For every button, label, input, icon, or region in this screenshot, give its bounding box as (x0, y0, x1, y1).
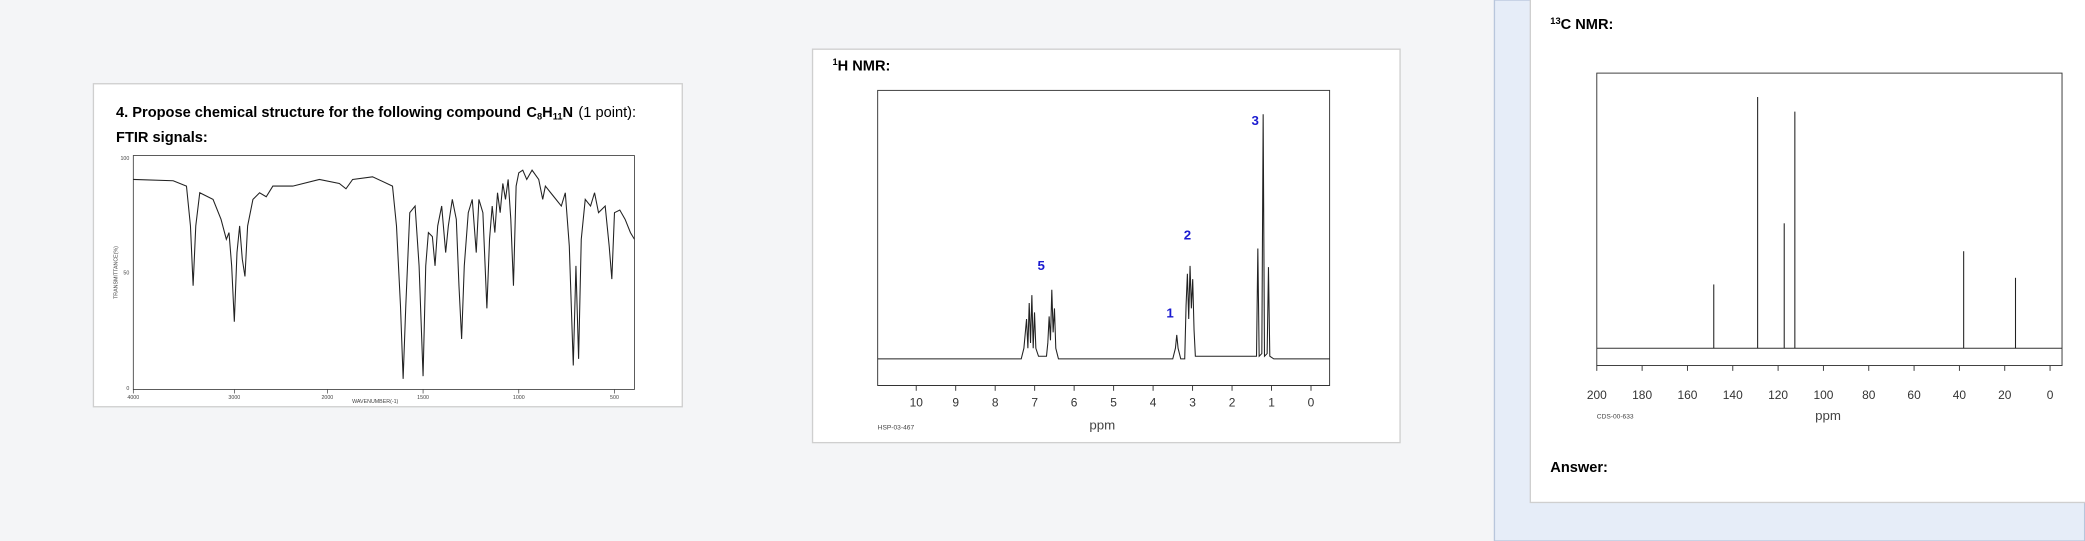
h-nmr-spectrum (877, 114, 1330, 360)
x-tick-label: 160 (1677, 388, 1697, 402)
x-tick-label: 10 (910, 396, 924, 410)
title-text: H NMR: (838, 58, 891, 74)
x-tick-label: 0 (2047, 388, 2054, 402)
title-text: C NMR: (1561, 17, 1614, 33)
h-nmr-ticks: 10 9 8 7 6 5 4 3 2 1 0 (910, 385, 1315, 410)
y-axis-label: TRANSMITTANCE(%) (113, 246, 119, 299)
question: 4. Propose chemical structure for the fo… (116, 105, 636, 122)
peak-label: 5 (1037, 258, 1045, 273)
ftir-y-ticks: 100 50 0 (120, 156, 129, 392)
x-tick-label: 80 (1862, 388, 1876, 402)
x-tick-label: 500 (610, 395, 619, 401)
formula: H (542, 105, 553, 121)
ftir-spectrum (133, 169, 635, 379)
c-nmr-ticks: 200 180 160 140 120 100 80 60 40 20 0 (1587, 365, 2054, 402)
x-tick-label: 2 (1229, 396, 1236, 410)
x-tick-label: 6 (1071, 396, 1078, 410)
x-tick-label: 3 (1189, 396, 1196, 410)
c-nmr-peaks (1713, 97, 2017, 349)
question-text: 4. Propose chemical structure for the fo… (116, 105, 521, 121)
x-tick-label: 2000 (321, 395, 333, 401)
x-tick-label: 1 (1268, 396, 1275, 410)
x-tick-label: 0 (1308, 396, 1315, 410)
x-axis-label: WAVENUMBER(-1) (352, 399, 398, 405)
axis-label: ppm (1815, 408, 1841, 423)
x-tick-label: 8 (992, 396, 999, 410)
y-tick-label: 100 (120, 156, 129, 162)
subtitle: FTIR signals: (116, 130, 208, 146)
x-tick-label: 9 (952, 396, 959, 410)
y-tick-label: 50 (123, 270, 129, 276)
points: (1 point): (578, 105, 636, 121)
x-tick-label: 180 (1632, 388, 1652, 402)
formula: N (563, 105, 574, 121)
x-tick-label: 4000 (127, 395, 139, 401)
x-tick-label: 40 (1953, 388, 1967, 402)
spectrum-code: CDS-00-633 (1597, 414, 1634, 421)
c-nmr-title: 13C NMR: (1550, 16, 1613, 33)
spectrum-code: HSP-03-467 (878, 424, 915, 431)
x-tick-label: 1500 (417, 395, 429, 401)
x-tick-label: 1000 (513, 395, 525, 401)
x-tick-label: 120 (1768, 388, 1788, 402)
y-tick-label: 0 (126, 386, 129, 392)
formula: 11 (553, 112, 563, 122)
peak-label: 3 (1251, 113, 1258, 128)
h-nmr-frame (877, 89, 1331, 386)
ftir-frame (132, 155, 635, 390)
axis-label: ppm (1089, 417, 1115, 432)
x-tick-label: 200 (1587, 388, 1607, 402)
title-superscript: 13 (1550, 16, 1560, 26)
formula: 8 (537, 112, 542, 122)
x-tick-label: 60 (1907, 388, 1921, 402)
x-tick-label: 5 (1110, 396, 1117, 410)
ftir-x-ticks: 4000 3000 2000 1500 1000 500 (127, 389, 619, 401)
x-tick-label: 4 (1150, 396, 1157, 410)
h-nmr-title: 1H NMR: (832, 57, 890, 74)
x-tick-label: 140 (1723, 388, 1743, 402)
x-tick-label: 100 (1813, 388, 1833, 402)
x-tick-label: 3000 (228, 395, 240, 401)
c-nmr-frame (1596, 72, 2063, 367)
x-tick-label: 20 (1998, 388, 2012, 402)
x-tick-label: 7 (1031, 396, 1038, 410)
peak-label: 2 (1184, 227, 1191, 242)
formula: C (526, 105, 537, 121)
peak-label: 1 (1166, 306, 1174, 321)
title-superscript: 1 (832, 57, 837, 67)
answer-label: Answer: (1550, 460, 1608, 476)
